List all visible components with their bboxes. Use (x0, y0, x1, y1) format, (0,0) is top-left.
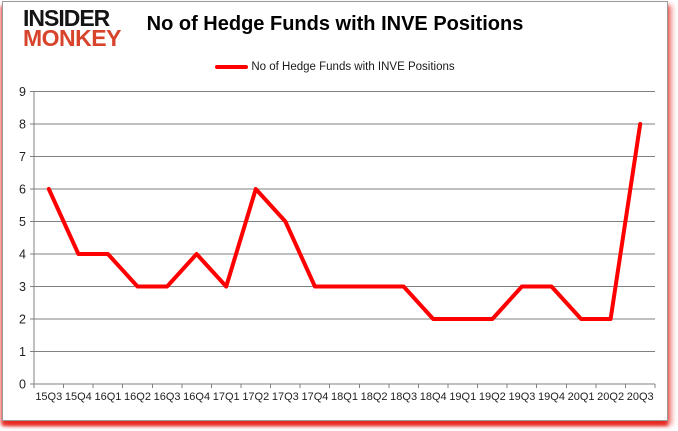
x-tick-label: 16Q4 (183, 391, 210, 403)
chart-card: INSIDER MONKEY No of Hedge Funds with IN… (2, 1, 668, 421)
x-tick-label: 16Q1 (94, 391, 121, 403)
x-tick-label: 17Q2 (242, 391, 269, 403)
x-tick-label: 17Q3 (272, 391, 299, 403)
legend: No of Hedge Funds with INVE Positions (3, 61, 667, 73)
x-tick-label: 17Q4 (301, 391, 328, 403)
series-line (46, 122, 643, 321)
x-tick-label: 16Q2 (124, 391, 151, 403)
y-tick-label: 5 (19, 215, 26, 229)
x-tick-label: 15Q4 (65, 391, 92, 403)
x-tick-label: 16Q3 (154, 391, 181, 403)
x-tick-label: 19Q1 (449, 391, 476, 403)
insider-monkey-logo: INSIDER MONKEY (23, 5, 121, 51)
chart-title: No of Hedge Funds with INVE Positions (146, 13, 524, 35)
x-tick-label: 15Q3 (35, 391, 62, 403)
x-tick-label: 17Q1 (213, 391, 240, 403)
y-tick-label: 3 (19, 280, 26, 294)
x-tick-label: 18Q2 (361, 391, 388, 403)
y-tick-label: 2 (19, 313, 26, 327)
y-tick-label: 8 (19, 118, 26, 132)
y-tick-label: 9 (19, 85, 26, 99)
x-tick-label: 19Q3 (508, 391, 535, 403)
y-tick-label: 0 (19, 378, 26, 392)
x-tick-label: 19Q2 (479, 391, 506, 403)
x-tick-label: 18Q1 (331, 391, 358, 403)
x-tick-label: 20Q1 (568, 391, 595, 403)
logo-insider-text: INSIDER (23, 5, 110, 31)
y-tick-label: 4 (19, 248, 26, 262)
x-tick-label: 18Q4 (420, 391, 447, 403)
x-tick-label: 20Q3 (627, 391, 654, 403)
x-tick-label: 20Q2 (597, 391, 624, 403)
legend-line-swatch (215, 65, 249, 69)
y-tick-label: 1 (19, 345, 26, 359)
y-tick-label: 6 (19, 183, 26, 197)
y-tick-label: 7 (19, 150, 26, 164)
x-tick-label: 19Q4 (538, 391, 565, 403)
x-tick-label: 18Q3 (390, 391, 417, 403)
logo-monkey-text: MONKEY (23, 25, 121, 51)
legend-label: No of Hedge Funds with INVE Positions (251, 61, 455, 73)
